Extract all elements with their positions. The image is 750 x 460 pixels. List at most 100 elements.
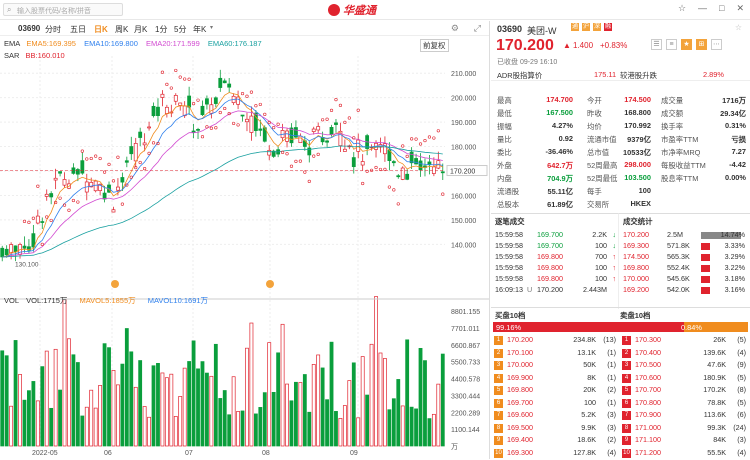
kline-chart[interactable]: 210.000 200.000 190.000 180.000 170.200 160.0… — [0, 36, 489, 459]
settings-icon[interactable]: ⚙ — [450, 23, 459, 33]
ask-row: 9 171.100 84K (3) — [621, 435, 748, 446]
tick-time: 15:59:58 — [495, 241, 523, 250]
date-tick: 09 — [350, 450, 358, 457]
tab-yearly-k[interactable]: 年K — [193, 25, 207, 34]
candle-body — [218, 77, 223, 88]
maximize-icon[interactable]: □ — [719, 3, 725, 13]
stat-value: 100 — [638, 186, 651, 195]
chevron-down-icon[interactable]: ▾ — [210, 25, 214, 31]
stat-value: 704.9万 — [547, 174, 573, 183]
level-orders: (6) — [737, 410, 746, 419]
candle-body — [27, 246, 31, 251]
volume-bar — [182, 367, 187, 447]
tab-5min[interactable]: 5分 — [174, 25, 187, 34]
sar-dot — [240, 91, 245, 96]
up-arrow-icon: ↑ — [612, 263, 616, 272]
level-badge: 9 — [494, 436, 503, 445]
ticks-list[interactable]: 15:59:58 169.700 2.2K ↓ 15:59:58 169.700 100 ↓ 1… — [493, 230, 617, 310]
tab-5day[interactable]: 五日 — [70, 25, 86, 34]
stat-value: 29.34亿 — [720, 109, 746, 118]
event-marker-icon[interactable] — [111, 280, 119, 288]
candle-body — [414, 158, 418, 165]
stat-label: 总市值 — [587, 148, 610, 157]
tick-row: 16:09:13 170.200 2.443M U — [493, 285, 617, 296]
sar-dot — [432, 136, 436, 140]
ema5-value: EMA5:169.395 — [26, 39, 76, 48]
level-orders: (9) — [737, 360, 746, 369]
stat-label: 换手率 — [661, 122, 684, 131]
sar-dot — [31, 216, 35, 220]
sar-dot — [62, 203, 67, 207]
volume-bar — [44, 350, 49, 447]
adjust-select[interactable]: 前复权 — [420, 39, 449, 52]
price-tick: 210.000 — [451, 71, 476, 78]
list-icon[interactable]: ☰ — [651, 39, 662, 50]
volume-bar — [205, 372, 209, 447]
level-orders: (4) — [607, 447, 616, 457]
volume-bar — [298, 382, 303, 447]
stat-value: 174.500 — [624, 95, 651, 104]
tab-monthly-k[interactable]: 月K — [134, 25, 148, 34]
volume-bar — [209, 375, 214, 447]
pin-icon[interactable]: ☆ — [734, 23, 742, 32]
candle-body — [311, 128, 316, 132]
volume-bar — [271, 391, 276, 447]
dist-price: 170.200 — [623, 230, 649, 239]
volume-bar — [276, 352, 281, 447]
tag-shen: 深 — [593, 23, 601, 31]
sar-dot — [232, 121, 236, 126]
sar-dot — [285, 152, 289, 156]
stat-label: 市净率MRQ — [661, 148, 701, 157]
ema-legend: EMA EMA5:169.395 EMA10:169.800 EMA20:171… — [4, 39, 262, 48]
volume-bar — [84, 406, 89, 447]
sar-dot — [356, 108, 360, 112]
stat-value: 0.92 — [558, 134, 573, 143]
tab-weekly-k[interactable]: 周K — [115, 25, 129, 34]
star-icon[interactable]: ★ — [681, 39, 692, 50]
stat-value: 0.31% — [725, 121, 746, 130]
candle-body — [147, 126, 151, 129]
vol-tick: 1100.144 — [451, 427, 480, 434]
bid-list[interactable]: 1 170.200 234.8K (13) 2 170.100 13.1K (1) 3 170.0… — [493, 335, 618, 460]
tab-1min[interactable]: 1分 — [155, 25, 168, 34]
dist-list[interactable]: 170.200 2.5M 14.74% 169.300 571.8K 3.33% 174.5… — [621, 230, 747, 310]
logo-icon — [328, 4, 340, 16]
minimize-icon[interactable]: — — [698, 3, 708, 13]
grid-icon[interactable]: ⊞ — [696, 39, 707, 50]
volume-bar — [187, 361, 192, 447]
candle-body — [245, 118, 249, 123]
volume-bar — [178, 396, 183, 447]
ask-list[interactable]: 1 170.300 26K (5) 2 170.400 139.6K (4) 3 170.500 4… — [621, 335, 748, 460]
candle-body — [44, 193, 49, 197]
mavol10-value: MAVOL10:1691万 — [147, 296, 209, 305]
candle-body — [129, 146, 134, 155]
sar-dot — [27, 220, 31, 224]
ask-ratio-fill — [684, 322, 748, 332]
favorite-icon[interactable]: ☆ — [677, 3, 687, 13]
volume-bar — [102, 343, 107, 447]
tab-daily-k[interactable]: 日K — [94, 25, 108, 34]
candle-body — [120, 177, 125, 183]
candle-body — [213, 97, 218, 104]
candle-body — [187, 95, 192, 108]
menu-icon[interactable]: ≡ — [666, 39, 677, 50]
quote-tools: ☰ ≡ ★ ⊞ ⋯ — [651, 39, 722, 50]
dist-section: 成交统计 170.200 2.5M 14.74% 169.300 571.8K 3.33%… — [619, 213, 750, 309]
dist-volume: 571.8K — [667, 241, 690, 250]
tab-intraday[interactable]: 分时 — [45, 25, 61, 34]
search-box[interactable]: ⌕ 输入股票代码/名称/拼音 — [3, 3, 123, 16]
level-price: 170.300 — [635, 335, 661, 344]
stat-label: 流通市值 — [587, 135, 617, 144]
stat-value: 4.27% — [552, 121, 573, 130]
vol-tick: 5500.733 — [451, 360, 480, 367]
ema-label: EMA — [4, 39, 21, 48]
volume-bar — [307, 411, 312, 447]
volume-bar — [360, 356, 365, 447]
stat-value: 167.500 — [546, 108, 573, 117]
event-marker-icon[interactable] — [266, 280, 274, 288]
volume-bar — [338, 418, 343, 447]
close-icon[interactable]: ✕ — [736, 3, 744, 13]
expand-icon[interactable]: ⤢ — [473, 23, 481, 33]
more-icon[interactable]: ⋯ — [711, 39, 722, 50]
mavol5-value: MAVOL5:1855万 — [79, 296, 136, 305]
